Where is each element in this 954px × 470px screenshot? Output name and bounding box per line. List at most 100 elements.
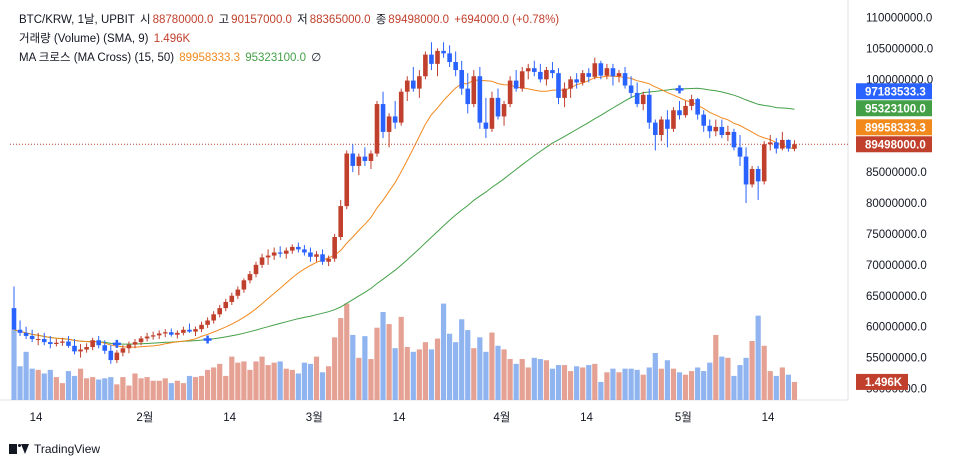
volume-bar bbox=[180, 383, 186, 400]
legend-volume-value: 1.496K bbox=[153, 33, 191, 45]
volume-bar bbox=[301, 362, 307, 400]
volume-bar bbox=[386, 324, 392, 400]
candle-body bbox=[677, 110, 682, 116]
volume-bar bbox=[404, 346, 410, 400]
volume-bar bbox=[459, 319, 465, 400]
volume-bar bbox=[277, 361, 283, 400]
volume-bar bbox=[253, 361, 259, 400]
candle-body bbox=[507, 80, 513, 105]
volume-bar bbox=[646, 367, 652, 400]
volume-bar bbox=[707, 362, 713, 400]
volume-bar bbox=[192, 377, 199, 400]
volume-bar bbox=[761, 345, 767, 400]
volume-bar bbox=[271, 362, 277, 400]
tradingview-branding[interactable]: TradingView bbox=[9, 440, 100, 458]
volume-bar bbox=[168, 383, 174, 400]
candle-body bbox=[235, 289, 241, 296]
candle-body bbox=[259, 257, 265, 265]
volume-bar bbox=[392, 348, 398, 400]
volume-bar bbox=[144, 377, 150, 400]
volume-bar bbox=[356, 357, 362, 400]
candle-body bbox=[35, 339, 41, 341]
volume-bar bbox=[604, 372, 610, 400]
volume-bar bbox=[380, 312, 386, 400]
price-tag-bg bbox=[856, 83, 932, 100]
candle-body bbox=[628, 85, 634, 93]
volume-bar bbox=[77, 368, 84, 400]
volume-bar bbox=[205, 369, 211, 400]
ma-cross-marker bbox=[675, 85, 684, 94]
candle-body bbox=[277, 252, 283, 254]
x-tick-label: 5월 bbox=[675, 411, 692, 424]
candle-body bbox=[459, 70, 464, 89]
volume-bar bbox=[664, 360, 670, 400]
legend-ohlc: BTC/KRW, 1날, UPBIT 시 88780000.0 고 90157000… bbox=[19, 13, 561, 27]
candle-body bbox=[253, 264, 259, 275]
volume-bar bbox=[289, 369, 295, 400]
candle-body bbox=[144, 336, 150, 339]
candle-body bbox=[453, 62, 458, 71]
candle-body bbox=[719, 126, 725, 135]
volume-bar bbox=[682, 374, 689, 400]
candle-body bbox=[544, 70, 549, 80]
candle-body bbox=[211, 314, 216, 321]
candle-body bbox=[156, 333, 162, 336]
volume-bar bbox=[453, 342, 459, 400]
volume-bar bbox=[313, 356, 320, 400]
candle-body bbox=[132, 342, 138, 345]
volume-bar bbox=[416, 349, 422, 400]
volume-bar bbox=[501, 349, 507, 400]
candle-body bbox=[525, 68, 531, 72]
price-tag-label: 95323100.0 bbox=[865, 103, 926, 115]
volume-bar bbox=[132, 373, 138, 400]
candle-body bbox=[483, 122, 489, 129]
candle-body bbox=[386, 116, 392, 132]
x-tick-label: 4월 bbox=[493, 411, 510, 424]
volume-bar bbox=[713, 334, 719, 400]
volume-tag-label: 1.496K bbox=[865, 377, 903, 389]
legend-ma-cross[interactable]: MA 크로스 (MA Cross) (15, 50) 89958333.3 95… bbox=[19, 51, 323, 65]
volume-bar bbox=[247, 369, 253, 400]
candle-body bbox=[646, 94, 652, 123]
volume-bar bbox=[543, 360, 549, 400]
legend-ma-extra: ∅ bbox=[311, 52, 322, 64]
plot-area bbox=[10, 42, 848, 400]
volume-bar bbox=[574, 366, 580, 400]
volume-bar bbox=[779, 367, 785, 400]
candle-body bbox=[592, 63, 598, 77]
volume-bar bbox=[525, 367, 531, 400]
candle-body bbox=[731, 131, 737, 148]
legend-ma-label: MA 크로스 (MA Cross) (15, 50) bbox=[19, 52, 175, 64]
volume-bar bbox=[640, 374, 646, 400]
volume-bar bbox=[658, 368, 664, 400]
volume-bar bbox=[755, 315, 761, 400]
candle-body bbox=[671, 110, 676, 129]
volume-bar bbox=[338, 318, 344, 400]
candle-body bbox=[780, 139, 785, 149]
candle-body bbox=[11, 308, 17, 330]
candle-body bbox=[695, 99, 700, 115]
volume-bar bbox=[29, 368, 35, 400]
volume-bar bbox=[223, 375, 229, 400]
volume-bar bbox=[731, 375, 737, 400]
candle-body bbox=[538, 71, 543, 80]
legend-low: 88365000.0 bbox=[309, 14, 371, 26]
volume-bar bbox=[53, 377, 59, 400]
price-tag-bg bbox=[856, 136, 932, 153]
volume-bar bbox=[319, 372, 326, 400]
y-tick-label: 80000000.0 bbox=[866, 198, 927, 210]
candle-body bbox=[659, 119, 664, 135]
candle-body bbox=[683, 105, 688, 116]
legend-volume[interactable]: 거래량 (Volume) (SMA, 9) 1.496K bbox=[19, 32, 192, 46]
candle-body bbox=[60, 341, 65, 343]
volume-bar bbox=[586, 365, 592, 400]
x-tick-label: 14 bbox=[223, 412, 236, 424]
candle-body bbox=[743, 156, 749, 185]
volume-bar bbox=[398, 316, 404, 400]
ma-slow-line bbox=[13, 87, 795, 345]
price-tag-label: 89498000.0 bbox=[865, 139, 926, 151]
volume-bar bbox=[241, 361, 247, 400]
candle-body bbox=[48, 342, 53, 344]
volume-bar bbox=[537, 359, 543, 400]
